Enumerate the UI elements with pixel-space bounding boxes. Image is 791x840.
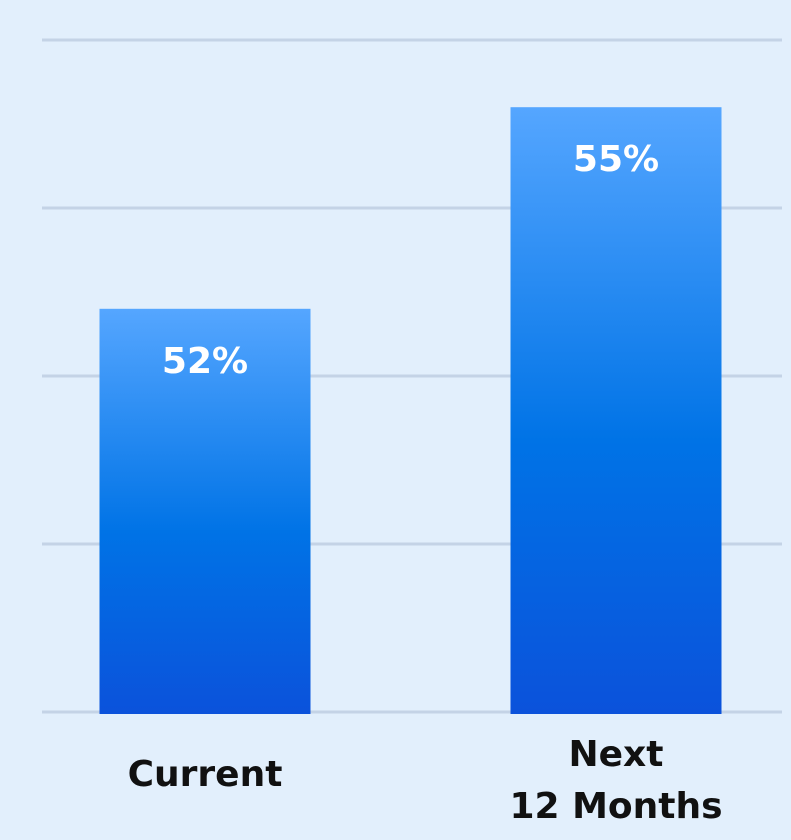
category-label: Next 12 Months (509, 734, 722, 827)
bars (99, 107, 722, 714)
category-label-line: 12 Months (509, 786, 722, 827)
value-labels: 52% 55% (162, 139, 659, 382)
category-label: Current (128, 754, 283, 795)
bar-value-label: 52% (162, 341, 248, 382)
bar-current (99, 308, 311, 714)
category-label-line: Current (128, 754, 283, 795)
category-label-line: Next (569, 734, 664, 775)
bar-next-12-months (510, 107, 722, 714)
category-labels: Current Next 12 Months (128, 734, 723, 827)
bar-value-label: 55% (573, 139, 659, 180)
